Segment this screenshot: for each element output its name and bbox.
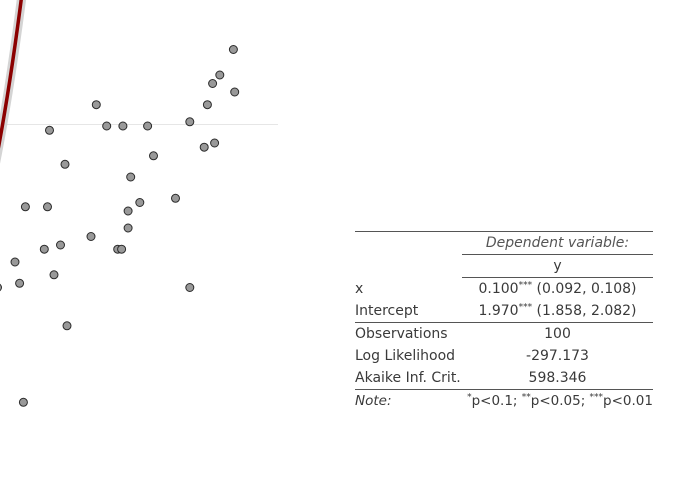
coef-value: 1.970*** (1.858, 2.082) xyxy=(478,302,637,319)
coef-value: 0.100*** (0.092, 0.108) xyxy=(478,280,637,297)
data-point xyxy=(49,270,59,280)
stat-row-log-likelihood: Log Likelihood -297.173 xyxy=(355,345,653,367)
data-point xyxy=(123,223,133,233)
data-point xyxy=(126,172,136,182)
term-label: x xyxy=(355,280,364,297)
data-point xyxy=(185,117,195,127)
dependent-variable-label: Dependent variable: xyxy=(462,232,653,255)
data-point xyxy=(185,283,195,292)
data-point xyxy=(102,121,112,131)
term-label: Intercept xyxy=(355,303,419,319)
data-point xyxy=(20,202,30,212)
data-point xyxy=(91,100,101,110)
stat-label: Akaike Inf. Crit. xyxy=(355,370,461,386)
data-point xyxy=(0,283,2,292)
significance-note: *p<0.1; **p<0.05; ***p<0.01 xyxy=(462,389,653,412)
confidence-band xyxy=(0,0,27,164)
data-points xyxy=(0,45,240,407)
data-point xyxy=(118,121,128,131)
table-top-rule xyxy=(355,231,653,232)
fit-line xyxy=(0,0,23,149)
stat-value: -297.173 xyxy=(526,348,589,364)
data-point xyxy=(199,142,209,152)
data-point xyxy=(230,87,240,97)
data-point xyxy=(60,159,70,169)
data-point xyxy=(149,151,158,161)
data-point xyxy=(39,244,49,254)
data-point xyxy=(62,321,72,331)
significance-note-row: Note: *p<0.1; **p<0.05; ***p<0.01 xyxy=(355,389,653,412)
response-row: y xyxy=(355,254,653,278)
data-point xyxy=(86,232,96,241)
dependent-variable-row: Dependent variable: xyxy=(355,232,653,255)
regression-table: Dependent variable: y x 0.100*** (0.092,… xyxy=(355,231,653,412)
data-point xyxy=(123,206,133,216)
data-point xyxy=(10,257,20,267)
coef-row-x: x 0.100*** (0.092, 0.108) xyxy=(355,278,653,301)
data-point xyxy=(228,45,238,54)
response-name: y xyxy=(462,254,653,278)
stat-label: Observations xyxy=(355,322,462,345)
data-point xyxy=(56,240,65,250)
data-point xyxy=(171,193,180,203)
note-label: Note: xyxy=(355,389,462,412)
stat-value: 100 xyxy=(462,322,653,345)
data-point xyxy=(18,397,28,407)
data-point xyxy=(210,138,220,148)
scatter-plot xyxy=(0,0,278,407)
stat-value: 598.346 xyxy=(528,370,587,386)
data-point xyxy=(117,244,127,254)
data-point xyxy=(215,70,225,80)
data-point xyxy=(45,125,54,135)
data-point xyxy=(43,202,52,212)
data-point xyxy=(15,278,25,288)
data-point xyxy=(202,100,212,110)
stat-row-observations: Observations 100 xyxy=(355,322,653,345)
data-point xyxy=(143,121,153,131)
stat-row-aic: Akaike Inf. Crit. 598.346 xyxy=(355,367,653,390)
coef-row-intercept: Intercept 1.970*** (1.858, 2.082) xyxy=(355,300,653,323)
data-point xyxy=(208,79,218,88)
stat-label: Log Likelihood xyxy=(355,348,456,364)
data-point xyxy=(135,198,145,207)
